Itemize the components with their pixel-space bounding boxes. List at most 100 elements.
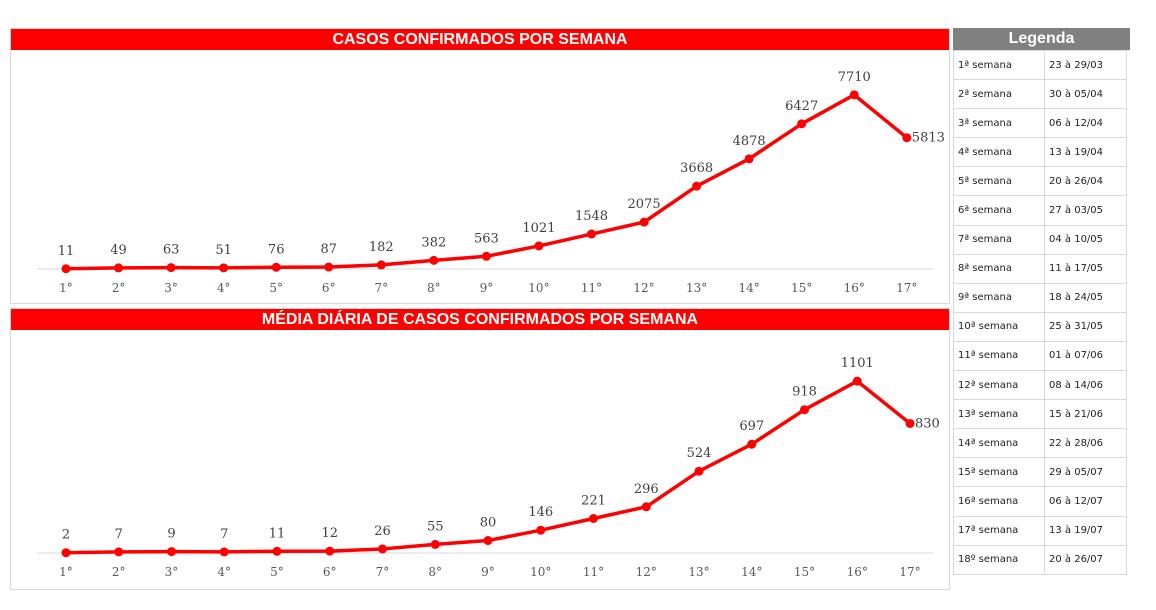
data-point: [219, 547, 229, 557]
x-tick-label: 1°: [59, 565, 73, 579]
data-point: [694, 466, 704, 476]
data-point: [61, 548, 71, 558]
data-point: [534, 241, 544, 251]
data-point: [536, 525, 546, 535]
legend-row: 5ª semana 20 à 26/04: [953, 166, 1127, 197]
x-tick-label: 12°: [636, 565, 657, 579]
legend-row: 13ª semana 15 à 21/06: [953, 399, 1127, 430]
x-tick-label: 7°: [376, 565, 390, 579]
legend-week: 11ª semana: [953, 340, 1045, 372]
legend-row: 7ª semana 04 à 10/05: [953, 224, 1127, 255]
data-point: [114, 547, 124, 557]
data-label: 918: [792, 385, 817, 400]
data-label: 296: [634, 482, 659, 497]
legend-row: 17ª semana 13 à 19/07: [953, 515, 1127, 546]
data-point: [430, 539, 440, 549]
data-point: [61, 264, 71, 274]
data-point: [800, 405, 809, 415]
data-label: 1101: [841, 356, 874, 371]
data-label: 9: [167, 527, 175, 542]
data-point: [324, 262, 334, 272]
data-label: 5813: [912, 131, 945, 146]
data-label: 382: [421, 235, 446, 250]
legend-row: 11ª semana 01 à 07/06: [953, 340, 1127, 372]
data-point: [114, 263, 124, 273]
legend-title: Legenda: [953, 28, 1130, 50]
x-tick-label: 7°: [374, 281, 388, 295]
legend-week: 17ª semana: [953, 515, 1045, 546]
data-label: 80: [480, 516, 497, 531]
legend-row: 18º semana 20 à 26/07: [953, 544, 1127, 575]
legend-row: 8ª semana 11 à 17/05: [953, 253, 1127, 284]
data-label: 6427: [785, 99, 818, 114]
data-label: 697: [739, 419, 764, 434]
chart-title: CASOS CONFIRMADOS POR SEMANA: [11, 29, 949, 50]
data-point: [849, 90, 859, 100]
x-tick-label: 9°: [480, 281, 494, 295]
daily-average-chart: MÉDIA DIÁRIA DE CASOS CONFIRMADOS POR SE…: [10, 308, 950, 590]
legend-row: 4ª semana 13 à 19/04: [953, 137, 1127, 168]
data-label: 76: [268, 242, 285, 257]
data-point: [692, 181, 702, 191]
legend-panel: Legenda 1ª semana 23 à 29/03 2ª semana 30 à…: [953, 28, 1130, 575]
data-label: 221: [581, 494, 606, 509]
data-label: 182: [369, 240, 394, 255]
data-point: [641, 502, 651, 512]
x-tick-label: 8°: [428, 565, 442, 579]
x-tick-label: 11°: [581, 281, 602, 295]
legend-row: 3ª semana 06 à 12/04: [953, 108, 1127, 139]
legend-row: 14ª semana 22 à 28/06: [953, 428, 1127, 459]
x-tick-label: 13°: [688, 565, 709, 579]
legend-row: 15ª semana 29 à 05/07: [953, 457, 1127, 488]
legend-week: 5ª semana: [953, 166, 1045, 197]
data-point: [902, 133, 912, 143]
x-tick-label: 16°: [844, 281, 865, 295]
data-point: [376, 260, 386, 270]
data-label: 26: [374, 524, 391, 539]
data-label: 830: [915, 416, 940, 431]
legend-row: 10ª semana 25 à 31/05: [953, 311, 1127, 342]
data-point: [325, 546, 335, 556]
data-label: 7: [220, 527, 228, 542]
data-label: 1548: [575, 209, 608, 224]
data-label: 11: [58, 244, 75, 259]
x-tick-label: 14°: [741, 565, 762, 579]
data-label: 49: [110, 243, 127, 258]
daily-average-plot: 2 1° 7 2° 9 3° 7 4° 11 5° 12 6° 26 7° 55 8° 80 9° 146 10° 22…: [37, 356, 940, 579]
legend-dates: 13 à 19/04: [1044, 137, 1127, 168]
data-label: 1021: [522, 221, 555, 236]
weekly-cases-chart: CASOS CONFIRMADOS POR SEMANA 11 1° 49 2° 63 3…: [10, 28, 950, 304]
legend-week: 18º semana: [953, 544, 1045, 575]
legend-week: 12ª semana: [953, 370, 1045, 401]
legend-row: 12ª semana 08 à 14/06: [953, 370, 1127, 401]
data-point: [589, 514, 598, 524]
legend-week: 10ª semana: [953, 311, 1045, 342]
data-label: 12: [321, 526, 338, 541]
x-tick-label: 3°: [165, 565, 179, 579]
data-point: [167, 547, 176, 557]
x-tick-label: 6°: [323, 565, 337, 579]
legend-week: 6ª semana: [953, 195, 1045, 226]
x-tick-label: 13°: [686, 281, 707, 295]
legend-week: 14ª semana: [953, 428, 1045, 459]
data-point: [378, 544, 387, 554]
data-label: 2075: [628, 197, 661, 212]
legend-week: 3ª semana: [953, 108, 1045, 139]
data-label: 524: [687, 446, 712, 461]
x-tick-label: 17°: [899, 565, 920, 579]
data-point: [747, 439, 757, 449]
data-label: 563: [474, 231, 499, 246]
data-label: 7: [115, 527, 123, 542]
x-tick-label: 10°: [530, 565, 551, 579]
legend-row: 2ª semana 30 à 05/04: [953, 79, 1127, 110]
x-tick-label: 16°: [847, 565, 868, 579]
legend-dates: 22 à 28/06: [1044, 428, 1127, 459]
legend-dates: 18 à 24/05: [1044, 282, 1127, 313]
data-label: 7710: [838, 70, 871, 85]
legend-dates: 20 à 26/07: [1044, 544, 1127, 575]
x-tick-label: 12°: [633, 281, 654, 295]
data-point: [166, 263, 176, 273]
legend-dates: 13 à 19/07: [1044, 515, 1127, 546]
legend-week: 2ª semana: [953, 79, 1045, 110]
legend-dates: 06 à 12/04: [1044, 108, 1127, 139]
